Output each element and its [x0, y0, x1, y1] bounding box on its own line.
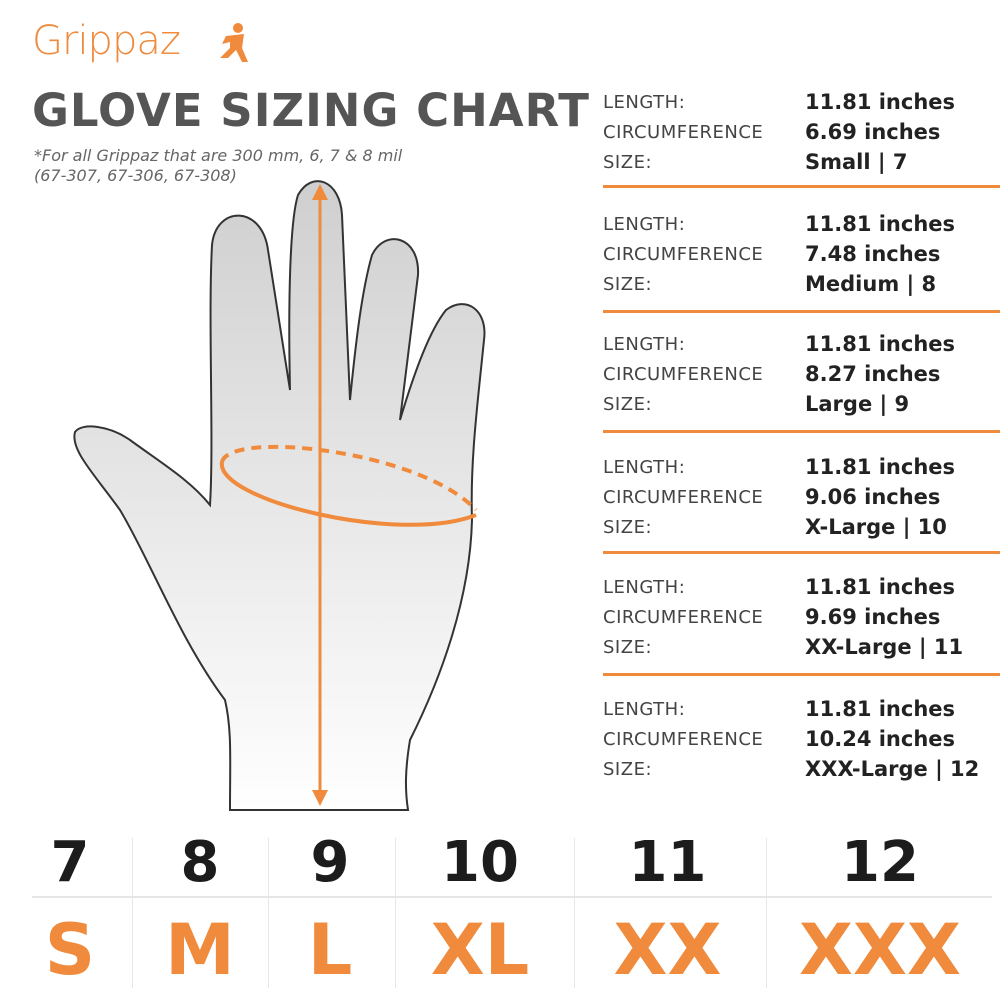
- circumference-ellipse-solid: [219, 461, 477, 527]
- size-number: 11: [628, 830, 707, 895]
- circumference-value: 8.27 inches: [805, 362, 941, 386]
- spec-row-medium: LENGTH: 11.81 inches CIRCUMFERENCE 7.48 …: [603, 212, 1000, 334]
- length-label: LENGTH:: [603, 214, 686, 235]
- size-value: Small | 7: [805, 150, 908, 174]
- size-label: SIZE:: [603, 394, 653, 415]
- length-label: LENGTH:: [603, 699, 686, 720]
- size-number: 8: [180, 830, 220, 895]
- column-divider: [766, 838, 767, 988]
- size-specs-list: LENGTH: 11.81 inches CIRCUMFERENCE 6.69 …: [603, 88, 1000, 814]
- applicability-note: *For all Grippaz that are 300 mm, 6, 7 &…: [34, 146, 403, 185]
- circumference-value: 6.69 inches: [805, 120, 941, 144]
- size-label: SIZE:: [603, 517, 653, 538]
- size-letter: S: [44, 909, 96, 991]
- scale-divider: [32, 896, 992, 898]
- size-value: X-Large | 10: [805, 515, 947, 539]
- column-divider: [132, 838, 133, 988]
- length-value: 11.81 inches: [805, 212, 956, 236]
- circumference-label: CIRCUMFERENCE: [603, 244, 764, 265]
- length-value: 11.81 inches: [805, 455, 956, 479]
- spec-row-xlarge: LENGTH: 11.81 inches CIRCUMFERENCE 9.06 …: [603, 454, 1000, 574]
- size-value: Large | 9: [805, 392, 910, 416]
- circumference-label: CIRCUMFERENCE: [603, 487, 764, 508]
- length-label: LENGTH:: [603, 457, 686, 478]
- size-number: 12: [841, 830, 919, 895]
- size-label: SIZE:: [603, 759, 653, 780]
- size-letter: XXX: [799, 909, 961, 991]
- size-column-xxx: 12 XXX: [780, 828, 980, 990]
- length-label: LENGTH:: [603, 334, 686, 355]
- divider: [603, 551, 1000, 554]
- circumference-value: 9.69 inches: [805, 605, 941, 629]
- length-value: 11.81 inches: [805, 575, 956, 599]
- size-value: Medium | 8: [805, 272, 937, 296]
- size-label: SIZE:: [603, 274, 653, 295]
- length-label: LENGTH:: [603, 92, 686, 113]
- length-value: 11.81 inches: [805, 90, 956, 114]
- page-title: GLOVE SIZING CHART: [32, 84, 590, 137]
- length-value: 11.81 inches: [805, 697, 956, 721]
- spec-row-small: LENGTH: 11.81 inches CIRCUMFERENCE 6.69 …: [603, 88, 1000, 188]
- circumference-value: 9.06 inches: [805, 485, 941, 509]
- circumference-label: CIRCUMFERENCE: [603, 364, 764, 385]
- circumference-label: CIRCUMFERENCE: [603, 607, 764, 628]
- circumference-value: 7.48 inches: [805, 242, 941, 266]
- size-number: 9: [310, 830, 350, 895]
- size-value: XX-Large | 11: [805, 635, 964, 659]
- column-divider: [268, 838, 269, 988]
- size-letter: L: [307, 909, 353, 991]
- size-number: 10: [441, 830, 519, 895]
- size-label: SIZE:: [603, 152, 653, 173]
- circumference-label: CIRCUMFERENCE: [603, 729, 764, 750]
- circumference-value: 10.24 inches: [805, 727, 956, 751]
- size-label: SIZE:: [603, 637, 653, 658]
- size-letter: M: [165, 909, 235, 991]
- spec-row-large: LENGTH: 11.81 inches CIRCUMFERENCE 8.27 …: [603, 332, 1000, 454]
- divider: [603, 430, 1000, 433]
- column-divider: [574, 838, 575, 988]
- column-divider: [395, 838, 396, 988]
- divider: [603, 310, 1000, 313]
- hand-illustration: [73, 180, 486, 811]
- spec-row-xxlarge: LENGTH: 11.81 inches CIRCUMFERENCE 9.69 …: [603, 574, 1000, 694]
- size-number: 7: [50, 830, 90, 895]
- size-column-xl: 10 XL: [415, 828, 545, 990]
- circumference-label: CIRCUMFERENCE: [603, 122, 764, 143]
- size-value: XXX-Large | 12: [805, 757, 980, 781]
- divider: [603, 673, 1000, 676]
- size-column-xx: 11 XX: [590, 828, 745, 990]
- size-letter: XL: [430, 909, 530, 991]
- grippaz-logo: Grippaz: [32, 18, 181, 64]
- length-value: 11.81 inches: [805, 332, 956, 356]
- size-letter: XX: [613, 909, 722, 991]
- length-label: LENGTH:: [603, 577, 686, 598]
- runner-logo-icon: [220, 23, 248, 62]
- spec-row-xxxlarge: LENGTH: 11.81 inches CIRCUMFERENCE 10.24…: [603, 694, 1000, 814]
- divider: [603, 185, 1000, 188]
